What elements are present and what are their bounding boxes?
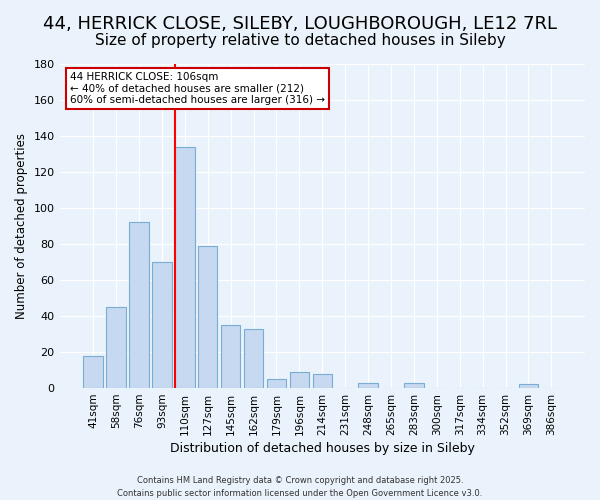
- Bar: [221, 325, 241, 388]
- Bar: [358, 382, 378, 388]
- Text: 44, HERRICK CLOSE, SILEBY, LOUGHBOROUGH, LE12 7RL: 44, HERRICK CLOSE, SILEBY, LOUGHBOROUGH,…: [43, 15, 557, 33]
- Bar: [290, 372, 309, 388]
- Bar: [404, 382, 424, 388]
- Text: 44 HERRICK CLOSE: 106sqm
← 40% of detached houses are smaller (212)
60% of semi-: 44 HERRICK CLOSE: 106sqm ← 40% of detach…: [70, 72, 325, 106]
- Text: Size of property relative to detached houses in Sileby: Size of property relative to detached ho…: [95, 32, 505, 48]
- Bar: [244, 328, 263, 388]
- Bar: [175, 147, 194, 388]
- Y-axis label: Number of detached properties: Number of detached properties: [15, 133, 28, 319]
- Bar: [519, 384, 538, 388]
- Bar: [106, 307, 126, 388]
- Text: Contains HM Land Registry data © Crown copyright and database right 2025.
Contai: Contains HM Land Registry data © Crown c…: [118, 476, 482, 498]
- Bar: [267, 379, 286, 388]
- Bar: [129, 222, 149, 388]
- X-axis label: Distribution of detached houses by size in Sileby: Distribution of detached houses by size …: [170, 442, 475, 455]
- Bar: [83, 356, 103, 388]
- Bar: [152, 262, 172, 388]
- Bar: [198, 246, 217, 388]
- Bar: [313, 374, 332, 388]
